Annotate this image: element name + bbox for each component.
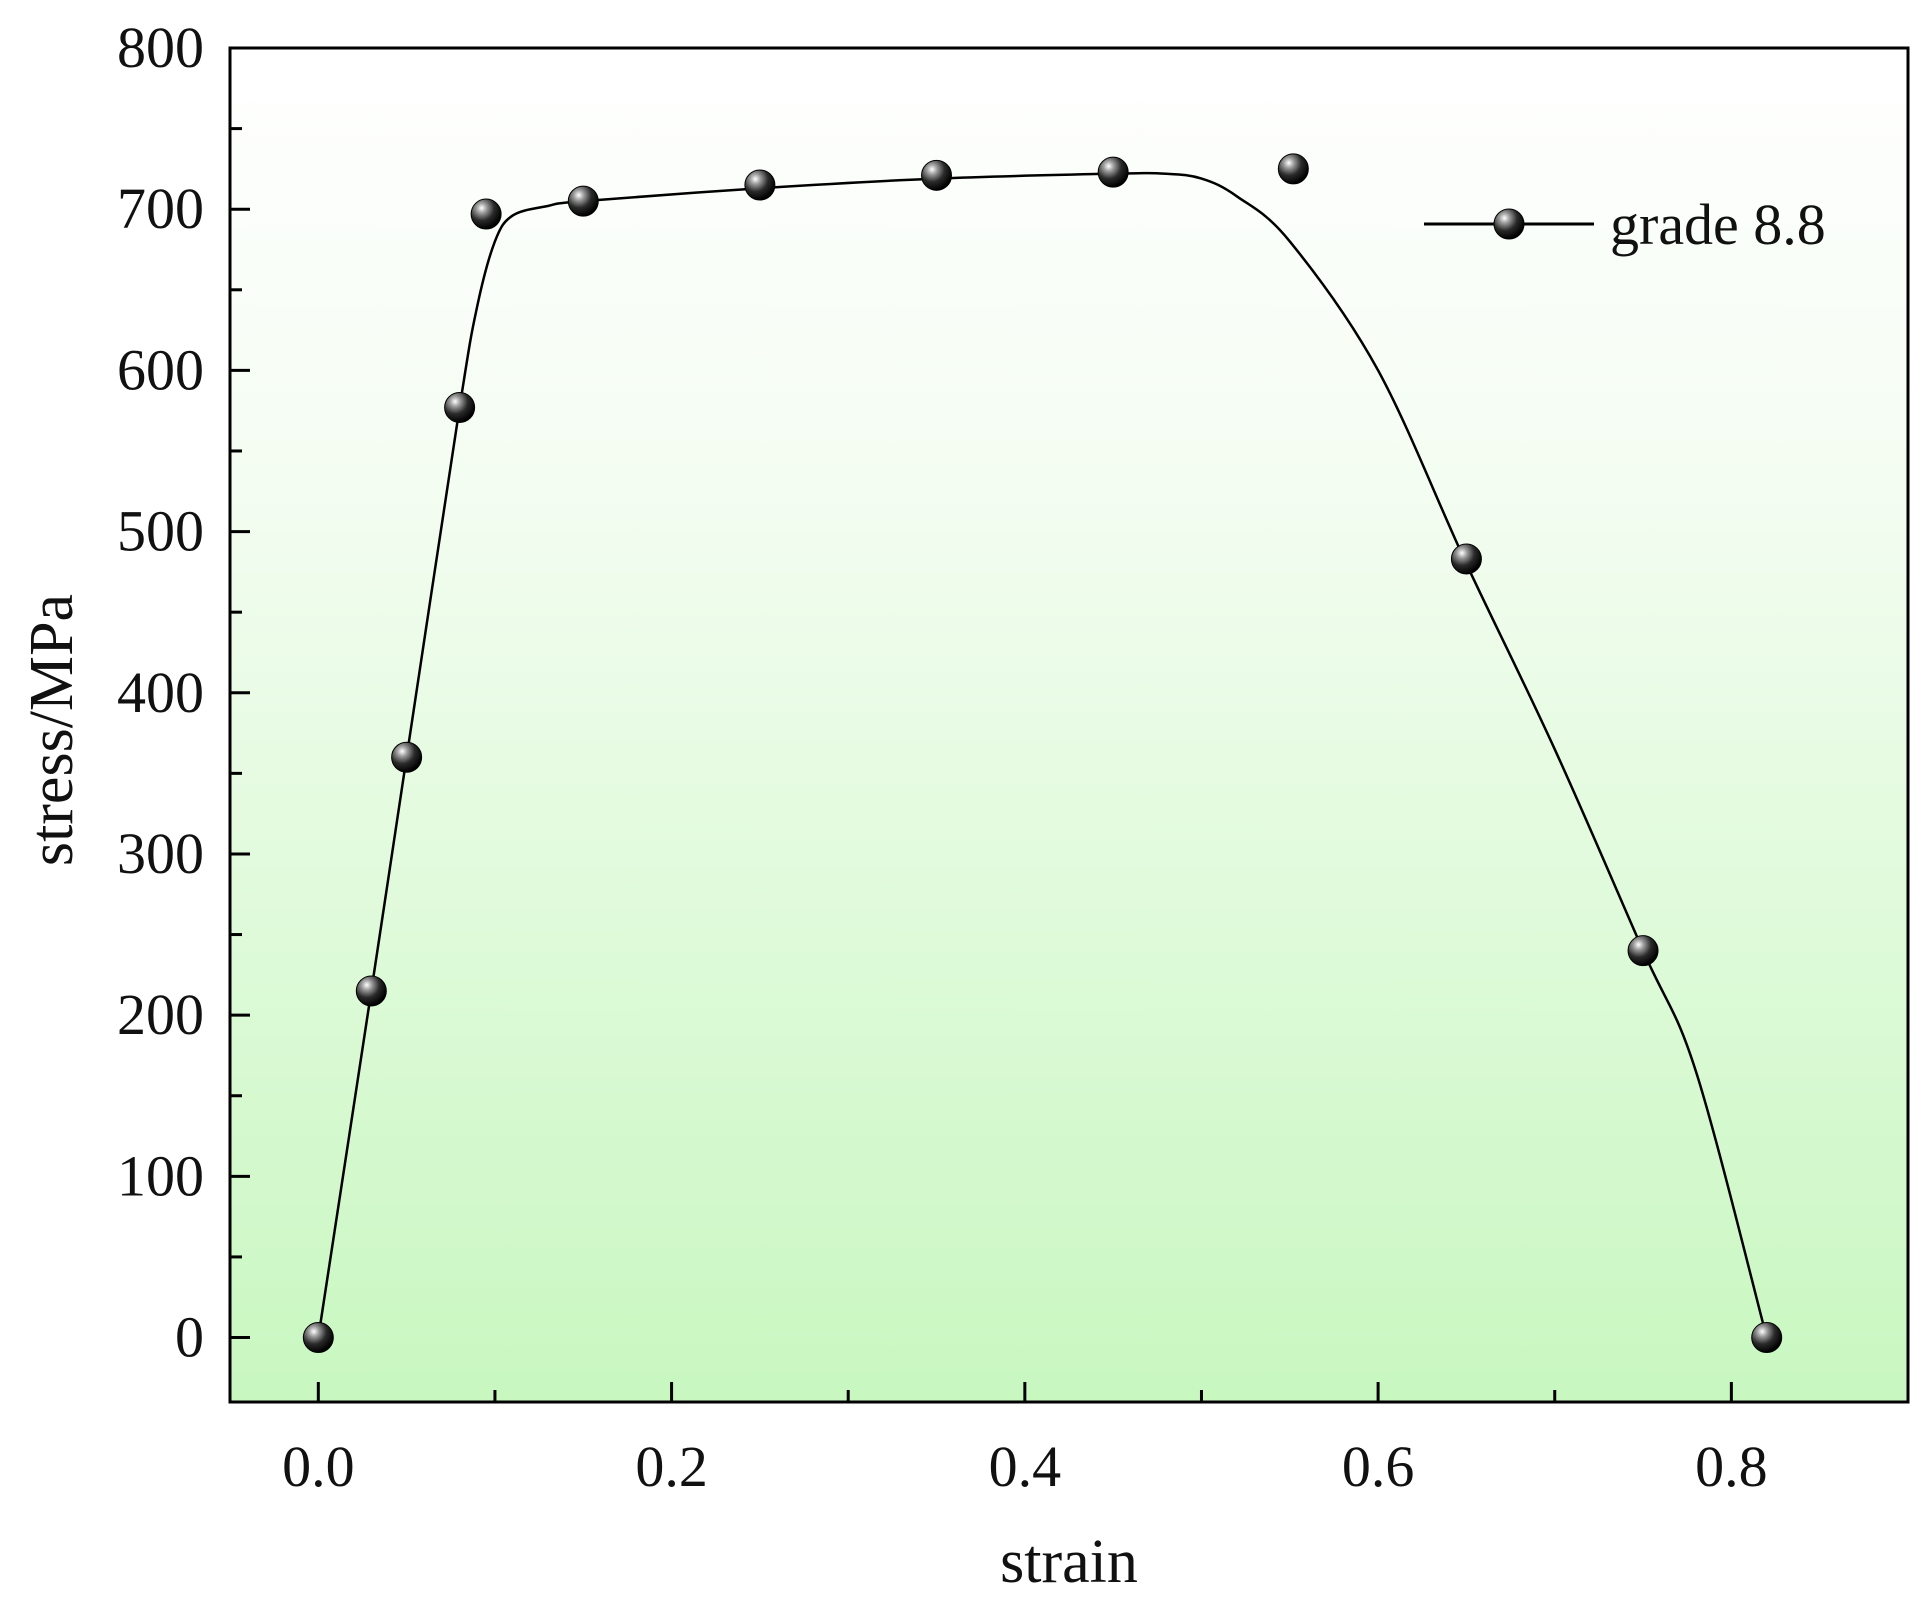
data-point (1450, 543, 1482, 575)
y-tick-label: 700 (117, 176, 204, 241)
data-point (744, 169, 776, 201)
data-point (1277, 153, 1309, 185)
x-tick-label: 0.6 (1342, 1434, 1415, 1499)
y-tick-label: 500 (117, 499, 204, 564)
series-line-grade-8-8 (317, 171, 1768, 1338)
y-tick-label: 300 (117, 821, 204, 886)
x-tick-label: 0.4 (989, 1434, 1062, 1499)
data-point (444, 391, 476, 423)
data-point (391, 741, 423, 773)
x-tick-labels: 0.0 0.2 0.4 0.6 0.8 (282, 1434, 1768, 1499)
y-tick-label: 800 (117, 15, 204, 80)
data-point (567, 185, 599, 217)
data-points (302, 153, 1783, 1354)
y-tick-label: 100 (117, 1143, 204, 1208)
plot-area (230, 48, 1908, 1402)
y-tick-label: 400 (117, 660, 204, 725)
legend: grade 8.8 (1424, 192, 1826, 257)
plot-frame (228, 46, 1910, 1404)
data-point (355, 975, 387, 1007)
data-point (1751, 1322, 1783, 1354)
y-tick-label: 600 (117, 337, 204, 402)
x-axis-title: strain (1000, 1528, 1138, 1596)
y-tick-labels: 0 100 200 300 400 500 600 700 800 (117, 15, 204, 1370)
y-tick-label: 0 (175, 1305, 204, 1370)
x-tick-label: 0.2 (635, 1434, 708, 1499)
axis-ticks (230, 46, 1910, 1402)
x-tick-label: 0.0 (282, 1434, 355, 1499)
data-point (1627, 935, 1659, 967)
legend-label: grade 8.8 (1610, 192, 1826, 257)
x-tick-label: 0.8 (1695, 1434, 1768, 1499)
legend-marker (1493, 208, 1525, 240)
data-point (302, 1322, 334, 1354)
data-point (921, 159, 953, 191)
data-point (1097, 156, 1129, 188)
y-tick-label: 200 (117, 982, 204, 1047)
data-point (470, 198, 502, 230)
y-axis-title: stress/MPa (18, 594, 86, 866)
